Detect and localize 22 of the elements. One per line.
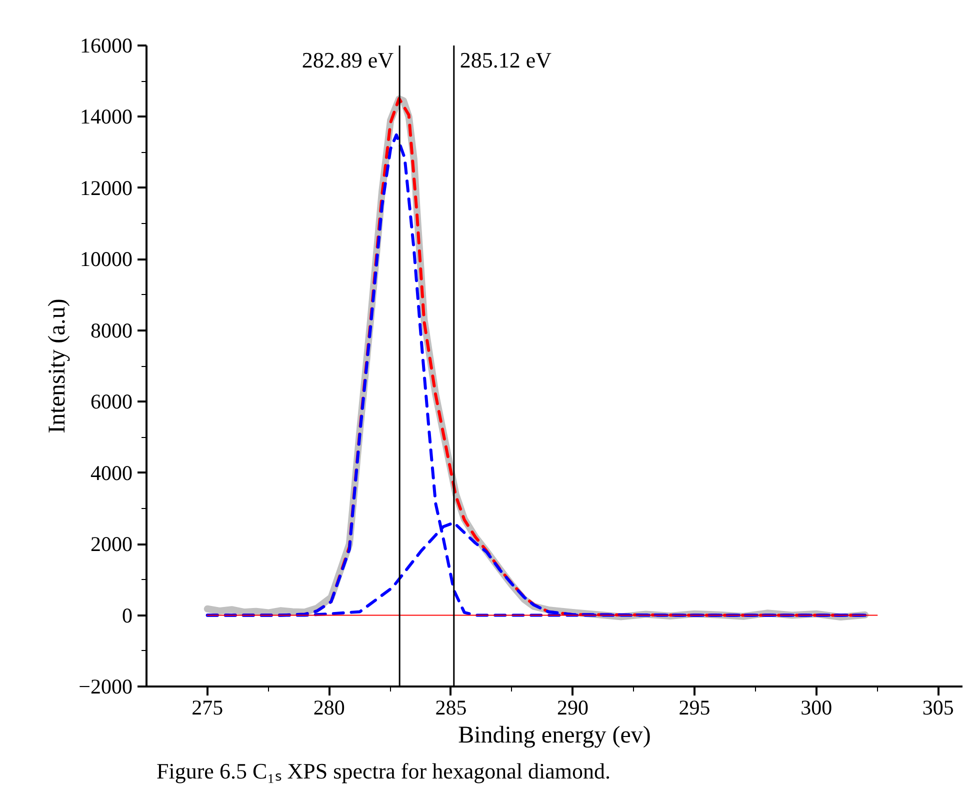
y-tick-label: 2000	[90, 532, 132, 556]
x-tick-label: 285	[435, 696, 467, 720]
ref-line-label: 282.89 eV	[302, 48, 394, 72]
y-tick-label: 14000	[80, 104, 132, 129]
y-tick-label: 0	[122, 603, 132, 628]
y-axis-title: Intensity (a.u)	[44, 298, 71, 434]
x-tick-label: 295	[678, 696, 710, 720]
x-tick-label: 275	[192, 696, 224, 720]
x-tick-label: 300	[800, 696, 832, 720]
y-tick-label: 12000	[80, 176, 132, 200]
y-tick-label: 8000	[90, 318, 132, 342]
y-tick-label: 10000	[80, 247, 132, 272]
x-tick-label: 290	[557, 696, 589, 720]
y-tick-label: −2000	[78, 674, 132, 698]
ref-line-label: 285.12 eV	[460, 48, 552, 72]
x-tick-label: 305	[922, 696, 954, 720]
y-tick-label: 16000	[80, 34, 132, 58]
y-tick-label: 4000	[90, 460, 132, 485]
caption: Figure 6.5 C₁ₛ XPS spectra for hexagonal diamond.	[156, 758, 610, 784]
x-axis-title: Binding energy (ev)	[458, 722, 651, 748]
y-tick-label: 6000	[90, 390, 132, 414]
x-tick-label: 280	[313, 696, 345, 720]
